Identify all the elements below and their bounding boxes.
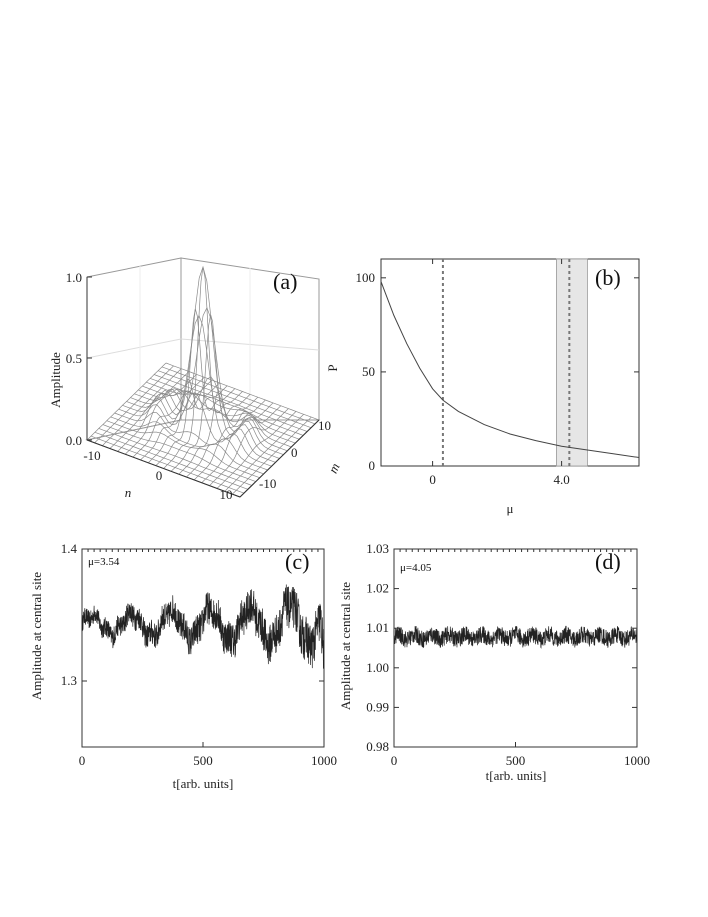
a-z-axis-title: Amplitude <box>48 352 63 408</box>
panel-b: 0 4.0 0 50 100 μ P (b) <box>325 258 640 516</box>
c-x-tick-label: 1000 <box>311 753 337 768</box>
b-y-tick-label: 100 <box>356 270 376 285</box>
a-mesh-line <box>146 381 300 440</box>
b-x-axis-title: μ <box>507 501 514 516</box>
b-y-tick-label: 0 <box>369 458 376 473</box>
a-mesh-line <box>142 385 296 444</box>
c-y-tick-label: 1.3 <box>61 673 77 688</box>
d-y-tick-label: 1.01 <box>366 620 389 635</box>
a-panel-letter: (a) <box>273 269 297 294</box>
a-mesh-line <box>161 366 316 425</box>
panel-d: 0 500 1000 0.98 0.99 1.00 1.01 1.02 1.03… <box>338 541 650 783</box>
a-m-axis <box>239 419 320 498</box>
b-ticks <box>381 259 639 467</box>
a-n-tick-label: 10 <box>220 487 233 502</box>
d-y-tick-label: 0.98 <box>366 739 389 754</box>
d-panel-letter: (d) <box>595 549 621 574</box>
a-mesh-line <box>153 374 308 432</box>
a-m-axis-title: m <box>325 461 343 476</box>
a-m-tick-label: 10 <box>318 418 331 433</box>
a-mesh-line <box>98 428 252 486</box>
c-x-tick-label: 500 <box>193 753 213 768</box>
c-plot-frame <box>81 548 325 748</box>
d-ticks <box>393 548 638 748</box>
d-y-tick-label: 1.02 <box>366 581 389 596</box>
a-mesh-line <box>165 362 320 421</box>
b-x-tick-label: 0 <box>429 472 436 487</box>
d-y-axis-title: Amplitude at central site <box>338 582 353 710</box>
c-panel-letter: (c) <box>285 549 309 574</box>
d-mu-annotation: μ=4.05 <box>400 562 432 574</box>
d-amplitude-trace <box>393 625 638 649</box>
a-mesh-line <box>90 435 245 494</box>
a-mesh-line <box>157 370 312 429</box>
panel-a: 1.0 0.5 0.0 Amplitude -10 0 10 n 10 0 -1… <box>48 257 343 502</box>
b-y-axis-title: P <box>325 364 340 371</box>
a-m-tick-label: -10 <box>259 476 276 491</box>
a-mesh-line <box>134 376 288 452</box>
a-n-axis <box>86 439 241 498</box>
a-z-tick-label: 0.0 <box>66 433 82 448</box>
a-grid-line <box>86 338 182 359</box>
a-mesh-line <box>138 388 292 448</box>
d-x-tick-label: 0 <box>391 753 398 768</box>
b-y-tick-label: 50 <box>362 364 375 379</box>
c-amplitude-trace <box>81 584 325 669</box>
a-m-tick-label: 0 <box>291 445 298 460</box>
b-x-tick-label: 4.0 <box>553 472 569 487</box>
panel-c: 0 500 1000 1.3 1.4 t[arb. units] Amplitu… <box>29 541 337 791</box>
b-panel-letter: (b) <box>595 265 621 290</box>
d-y-tick-label: 1.03 <box>366 541 389 556</box>
d-x-tick-label: 1000 <box>624 753 650 768</box>
c-x-axis-title: t[arb. units] <box>173 776 234 791</box>
c-ticks <box>81 548 325 747</box>
c-y-tick-label: 1.4 <box>61 541 78 556</box>
a-mesh-line <box>110 416 264 475</box>
a-z-tick-label: 1.0 <box>66 270 82 285</box>
a-z-tick-label: 0.5 <box>66 351 82 366</box>
d-x-axis-title: t[arb. units] <box>486 768 547 783</box>
a-mesh-line <box>106 420 260 479</box>
a-n-axis-title: n <box>125 485 132 500</box>
a-mesh-line <box>122 314 276 463</box>
c-x-tick-label: 0 <box>79 753 86 768</box>
b-plot-frame <box>380 258 640 467</box>
c-mu-annotation: μ=3.54 <box>88 556 120 568</box>
a-surface-mesh <box>86 265 320 498</box>
d-x-tick-label: 500 <box>506 753 526 768</box>
b-shaded-band <box>556 258 588 467</box>
a-mesh-line <box>102 424 256 482</box>
d-y-tick-label: 1.00 <box>366 660 389 675</box>
d-y-tick-label: 0.99 <box>366 699 389 714</box>
b-p-vs-mu-line <box>380 281 640 458</box>
d-plot-frame <box>393 548 638 748</box>
a-n-tick-label: 0 <box>156 468 163 483</box>
a-mesh-line <box>94 431 249 490</box>
c-y-axis-title: Amplitude at central site <box>29 572 44 700</box>
a-mesh-line <box>118 391 272 467</box>
a-mesh-line <box>114 412 268 471</box>
a-mesh-line <box>150 378 304 436</box>
a-n-tick-label: -10 <box>83 448 100 463</box>
